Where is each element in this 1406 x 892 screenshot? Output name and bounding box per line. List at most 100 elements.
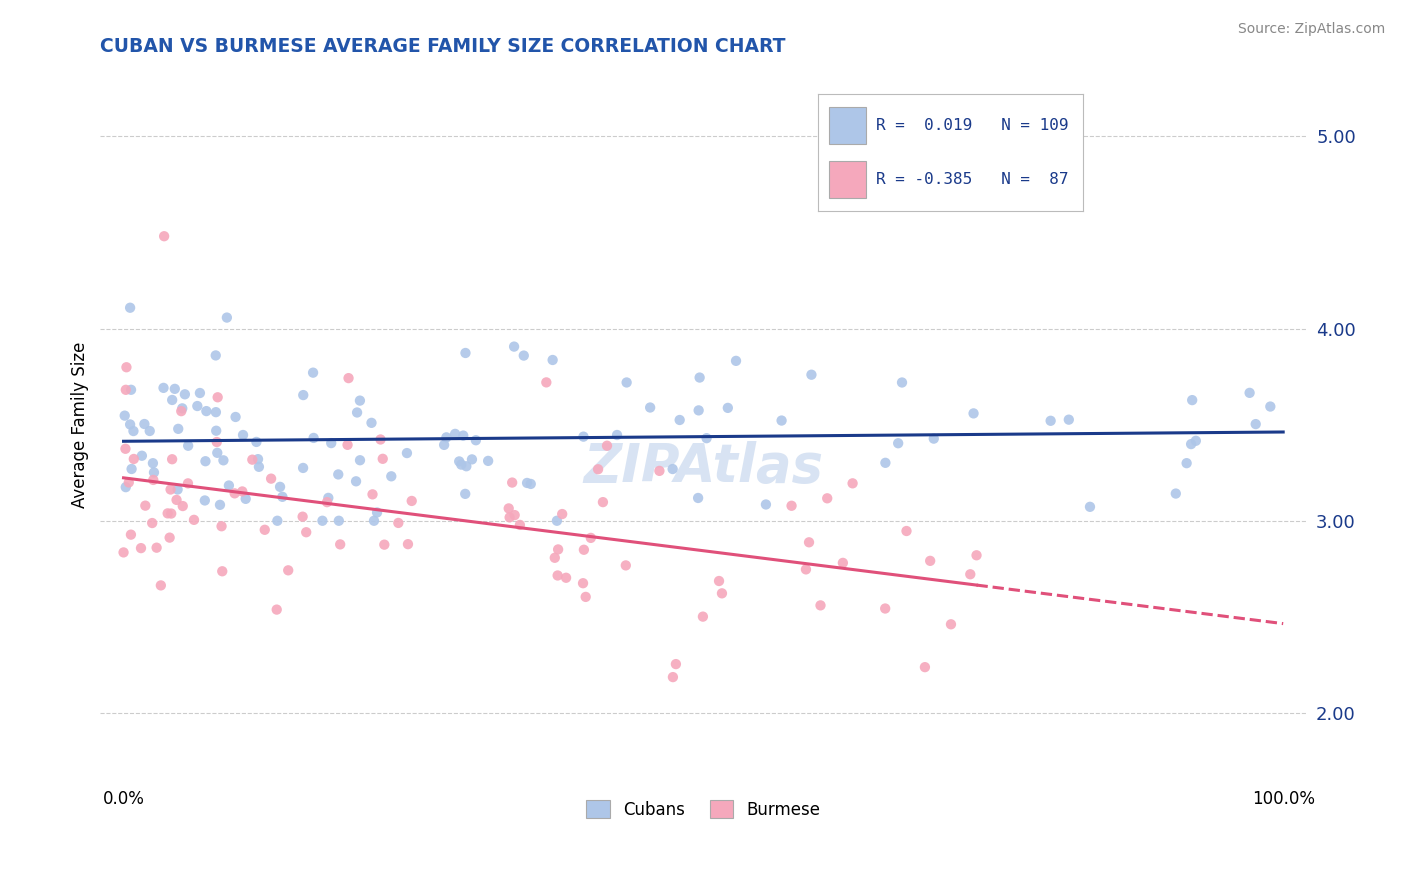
Point bbox=[142, 456, 165, 470]
Point bbox=[114, 442, 136, 456]
Point bbox=[450, 458, 472, 472]
Point bbox=[875, 601, 897, 615]
Point bbox=[328, 467, 350, 482]
Point bbox=[134, 499, 156, 513]
Point bbox=[121, 462, 143, 476]
Point bbox=[966, 549, 988, 563]
Point bbox=[160, 507, 183, 521]
Point bbox=[1164, 486, 1187, 500]
Point bbox=[454, 346, 477, 360]
Point bbox=[688, 403, 710, 417]
Point bbox=[172, 499, 194, 513]
Point bbox=[395, 446, 418, 460]
Point bbox=[464, 434, 486, 448]
Point bbox=[156, 507, 179, 521]
Point bbox=[794, 562, 817, 576]
Point bbox=[717, 401, 740, 415]
Point bbox=[245, 434, 267, 449]
Point bbox=[606, 428, 628, 442]
Point bbox=[114, 480, 136, 494]
Point bbox=[195, 404, 218, 418]
Point bbox=[166, 483, 188, 497]
Point bbox=[177, 476, 200, 491]
Point bbox=[318, 491, 340, 505]
Point bbox=[1244, 417, 1267, 431]
Point bbox=[122, 424, 145, 438]
Point bbox=[513, 349, 536, 363]
Point bbox=[638, 401, 661, 415]
Point bbox=[344, 475, 367, 489]
Point bbox=[688, 491, 710, 505]
Point bbox=[166, 492, 188, 507]
Point bbox=[815, 491, 838, 506]
Point bbox=[551, 507, 574, 521]
Point bbox=[328, 514, 350, 528]
Point bbox=[131, 449, 153, 463]
Point bbox=[724, 354, 747, 368]
Point bbox=[1239, 385, 1261, 400]
Point bbox=[665, 657, 688, 672]
Point bbox=[266, 602, 288, 616]
Point bbox=[547, 568, 569, 582]
Point bbox=[387, 516, 409, 530]
Point bbox=[380, 469, 402, 483]
Point bbox=[962, 406, 984, 420]
Point bbox=[1175, 456, 1198, 470]
Point bbox=[211, 519, 233, 533]
Point bbox=[253, 523, 276, 537]
Point bbox=[689, 370, 711, 384]
Point bbox=[349, 393, 371, 408]
Point bbox=[891, 376, 914, 390]
Point bbox=[260, 472, 283, 486]
Point bbox=[173, 387, 195, 401]
Point bbox=[194, 493, 217, 508]
Point bbox=[696, 431, 718, 445]
Point bbox=[841, 476, 863, 491]
Point bbox=[498, 510, 520, 524]
Point bbox=[875, 456, 897, 470]
Point bbox=[371, 451, 394, 466]
Point bbox=[292, 461, 315, 475]
Point bbox=[896, 524, 918, 538]
Point bbox=[218, 478, 240, 492]
Point bbox=[112, 545, 135, 559]
Point bbox=[662, 670, 685, 684]
Point bbox=[810, 599, 832, 613]
Point bbox=[373, 538, 395, 552]
Point bbox=[172, 401, 194, 416]
Point bbox=[586, 462, 609, 476]
Point bbox=[225, 409, 247, 424]
Point bbox=[572, 542, 595, 557]
Point bbox=[143, 466, 166, 480]
Point bbox=[451, 428, 474, 442]
Point bbox=[120, 527, 142, 541]
Point bbox=[396, 537, 419, 551]
Point bbox=[579, 531, 602, 545]
Point bbox=[115, 360, 138, 375]
Point bbox=[141, 516, 163, 530]
Point bbox=[120, 301, 142, 315]
Point bbox=[366, 506, 388, 520]
Point bbox=[434, 430, 457, 444]
Point bbox=[444, 426, 467, 441]
Point bbox=[922, 432, 945, 446]
Point bbox=[547, 542, 569, 557]
Point bbox=[536, 376, 558, 390]
Point bbox=[541, 353, 564, 368]
Point bbox=[592, 495, 614, 509]
Point bbox=[692, 609, 714, 624]
Point bbox=[661, 462, 683, 476]
Point bbox=[501, 475, 523, 490]
Point bbox=[454, 487, 477, 501]
Point bbox=[614, 558, 637, 573]
Point bbox=[129, 541, 152, 555]
Point bbox=[648, 464, 671, 478]
Text: ZIPAtlas: ZIPAtlas bbox=[583, 442, 824, 493]
Point bbox=[114, 383, 136, 397]
Point bbox=[159, 531, 181, 545]
Point bbox=[1078, 500, 1101, 514]
Point bbox=[177, 439, 200, 453]
Point bbox=[302, 366, 325, 380]
Point bbox=[114, 409, 136, 423]
Point bbox=[160, 392, 183, 407]
